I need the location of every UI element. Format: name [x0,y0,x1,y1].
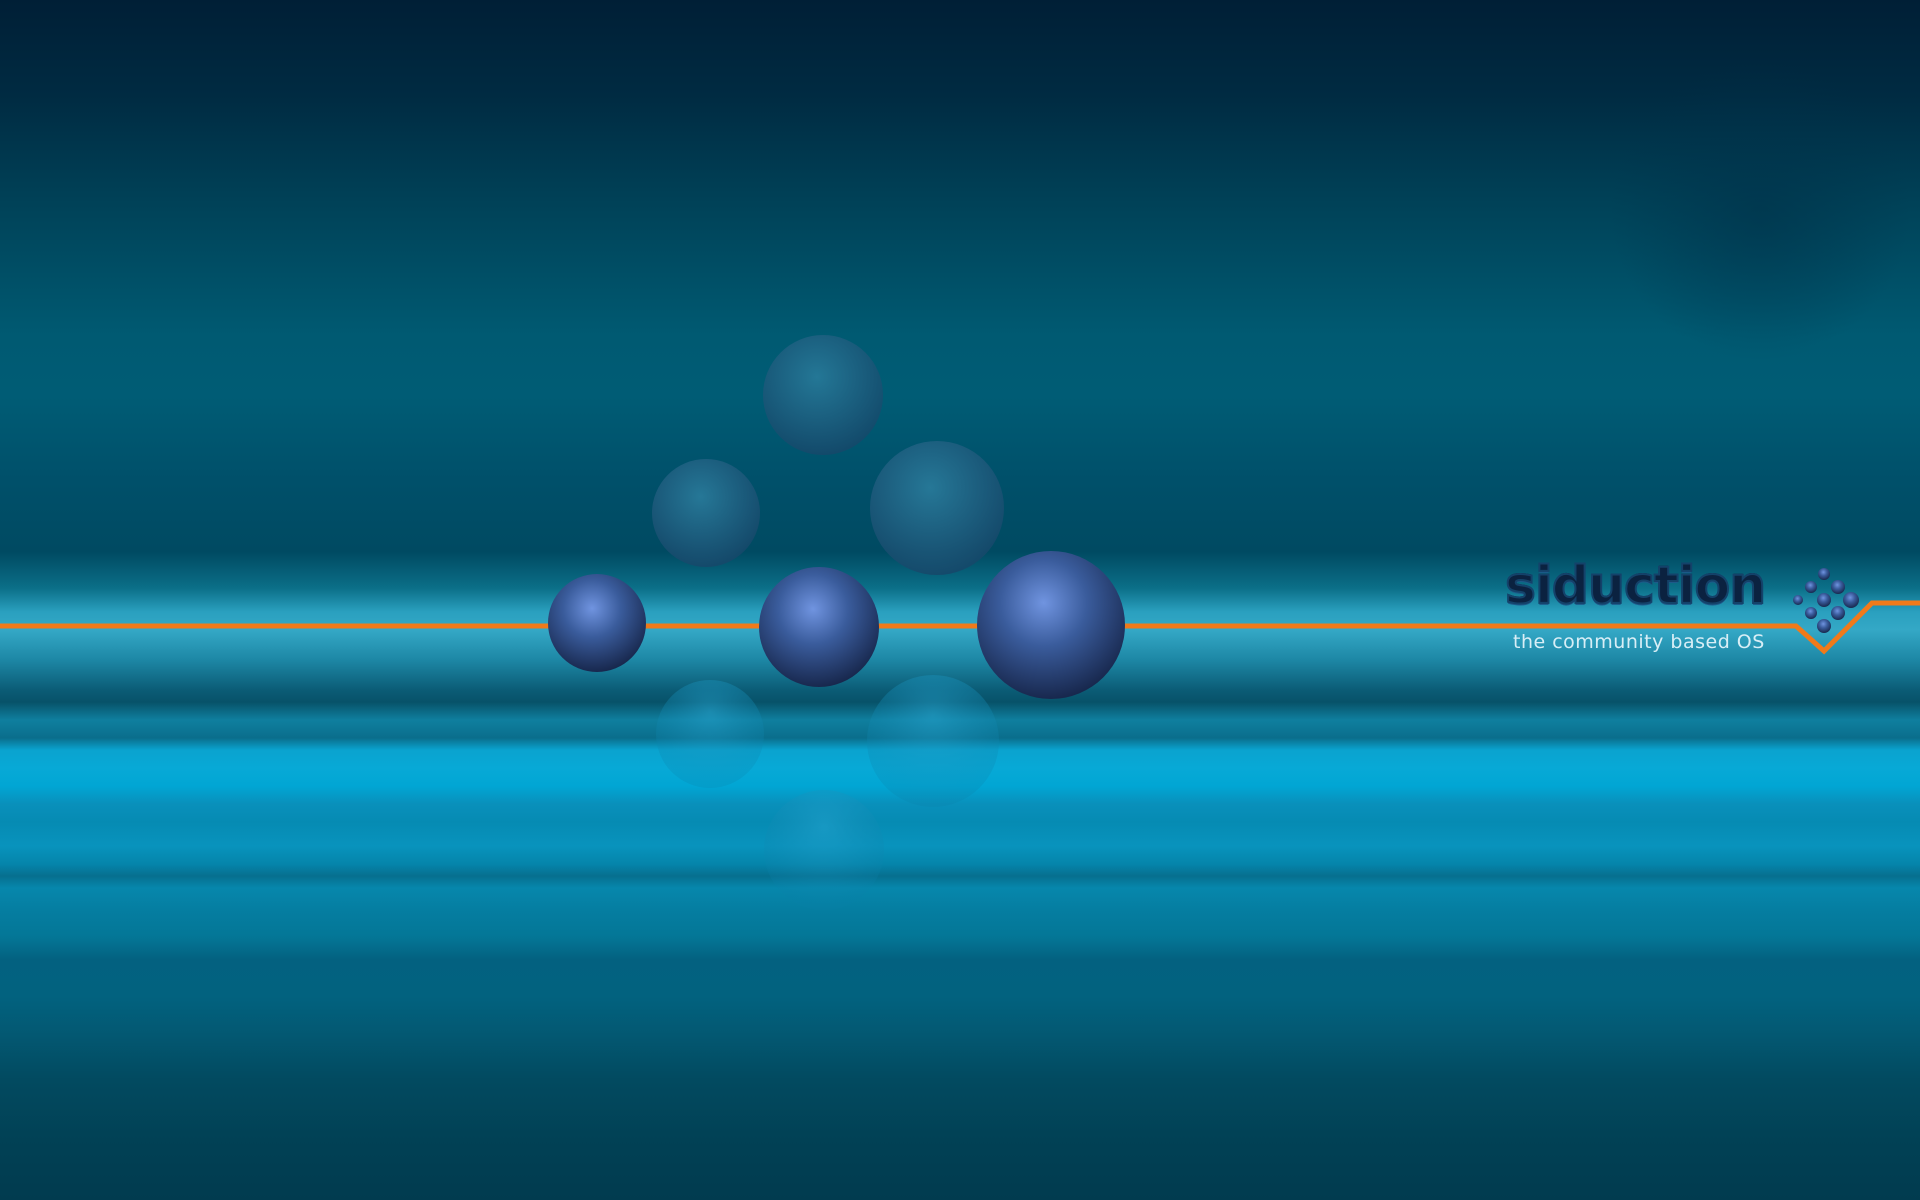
sphere-faint-upper-right [870,441,1004,575]
background-glow [1610,60,1910,360]
brand-tagline: the community based OS [1513,631,1765,653]
brand-name: siduction [1504,556,1767,616]
siduction-logo-icon [1793,568,1859,633]
sphere-faint-upper-left [652,459,760,567]
sphere-faint-top [763,335,883,455]
sphere-reflection-right [867,675,999,807]
sphere-reflection-left [656,680,764,788]
sphere-right [977,551,1125,699]
sphere-reflection-bottom [764,790,884,910]
sphere-left [548,574,646,672]
orange-line [0,600,1920,655]
sphere-center [759,567,879,687]
siduction-logo: siduction the community based OS [1504,559,1860,656]
